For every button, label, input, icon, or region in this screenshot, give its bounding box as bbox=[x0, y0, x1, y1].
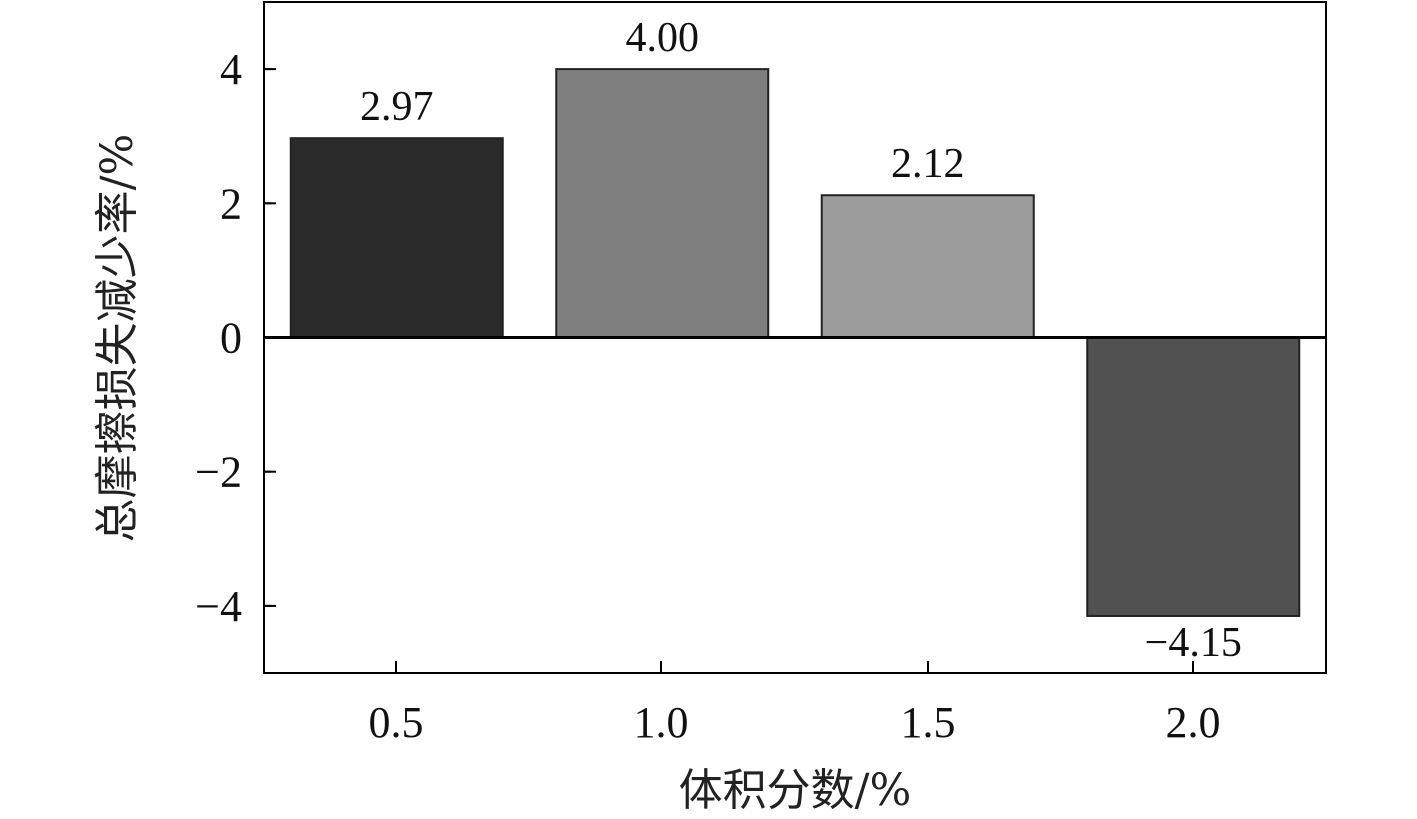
y-tick-label: −4 bbox=[195, 582, 242, 631]
x-axis: 0.5 1.0 1.5 2.0 bbox=[369, 661, 1221, 747]
value-label-0.5: 2.97 bbox=[360, 84, 434, 130]
value-labels-group: 2.97 4.00 2.12 −4.15 bbox=[360, 15, 1242, 666]
value-label-1.0: 4.00 bbox=[626, 15, 700, 61]
x-tick-label-2.0: 2.0 bbox=[1166, 698, 1221, 747]
y-axis: 4 2 0 −2 −4 bbox=[195, 45, 276, 631]
y-tick-label: 0 bbox=[220, 314, 242, 363]
bar-0.5 bbox=[289, 137, 504, 339]
y-tick-label: 2 bbox=[220, 179, 242, 228]
value-label-1.5: 2.12 bbox=[891, 141, 965, 187]
bars-group bbox=[289, 68, 1301, 617]
bar-1.5 bbox=[820, 194, 1035, 339]
value-label-2.0: −4.15 bbox=[1145, 620, 1242, 666]
x-tick-label-0.5: 0.5 bbox=[369, 698, 424, 747]
x-tick-label-1.5: 1.5 bbox=[901, 698, 956, 747]
y-axis-title: 总摩擦损失减少率/% bbox=[92, 134, 143, 543]
y-tick-label: 4 bbox=[220, 45, 242, 94]
bar-1.0 bbox=[555, 68, 770, 339]
bar-2.0 bbox=[1086, 336, 1301, 617]
y-tick-label: −2 bbox=[195, 448, 242, 497]
x-tick-label-1.0: 1.0 bbox=[634, 698, 689, 747]
x-axis-title: 体积分数/% bbox=[679, 765, 912, 816]
